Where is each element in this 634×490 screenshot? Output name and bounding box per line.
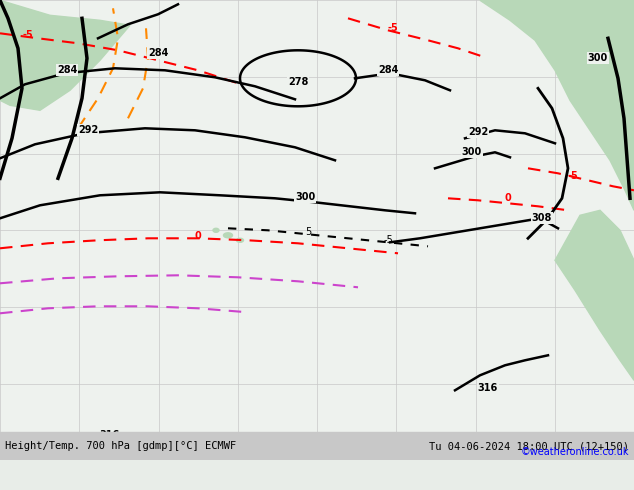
Text: 284: 284 bbox=[148, 49, 168, 58]
Text: 316: 316 bbox=[478, 383, 498, 393]
Text: 0: 0 bbox=[505, 193, 512, 203]
Polygon shape bbox=[555, 210, 634, 380]
Text: 300: 300 bbox=[295, 192, 315, 202]
Polygon shape bbox=[0, 20, 20, 60]
Text: ©weatheronline.co.uk: ©weatheronline.co.uk bbox=[521, 447, 629, 457]
Ellipse shape bbox=[236, 238, 243, 242]
Ellipse shape bbox=[224, 233, 233, 238]
Text: Tu 04-06-2024 18:00 UTC (12+150): Tu 04-06-2024 18:00 UTC (12+150) bbox=[429, 441, 629, 451]
Text: 292: 292 bbox=[468, 127, 488, 137]
Text: 292: 292 bbox=[78, 125, 98, 135]
Text: 300: 300 bbox=[462, 147, 482, 157]
Bar bbox=[0, 432, 634, 460]
Text: 308: 308 bbox=[532, 213, 552, 223]
Text: 284: 284 bbox=[378, 65, 398, 75]
Polygon shape bbox=[0, 0, 130, 110]
Text: 316: 316 bbox=[100, 430, 120, 441]
Text: 0: 0 bbox=[195, 231, 202, 241]
Text: -5: -5 bbox=[387, 24, 398, 33]
Ellipse shape bbox=[213, 228, 219, 232]
Text: 278: 278 bbox=[288, 77, 308, 87]
Polygon shape bbox=[480, 0, 634, 210]
Text: -5: -5 bbox=[383, 235, 393, 245]
Text: -5: -5 bbox=[23, 30, 34, 40]
Text: 284: 284 bbox=[57, 65, 77, 75]
Polygon shape bbox=[500, 0, 634, 50]
Text: -5: -5 bbox=[567, 172, 578, 181]
Text: 5: 5 bbox=[305, 227, 311, 237]
Text: Height/Temp. 700 hPa [gdmp][°C] ECMWF: Height/Temp. 700 hPa [gdmp][°C] ECMWF bbox=[5, 441, 236, 451]
Text: 300: 300 bbox=[588, 53, 608, 63]
